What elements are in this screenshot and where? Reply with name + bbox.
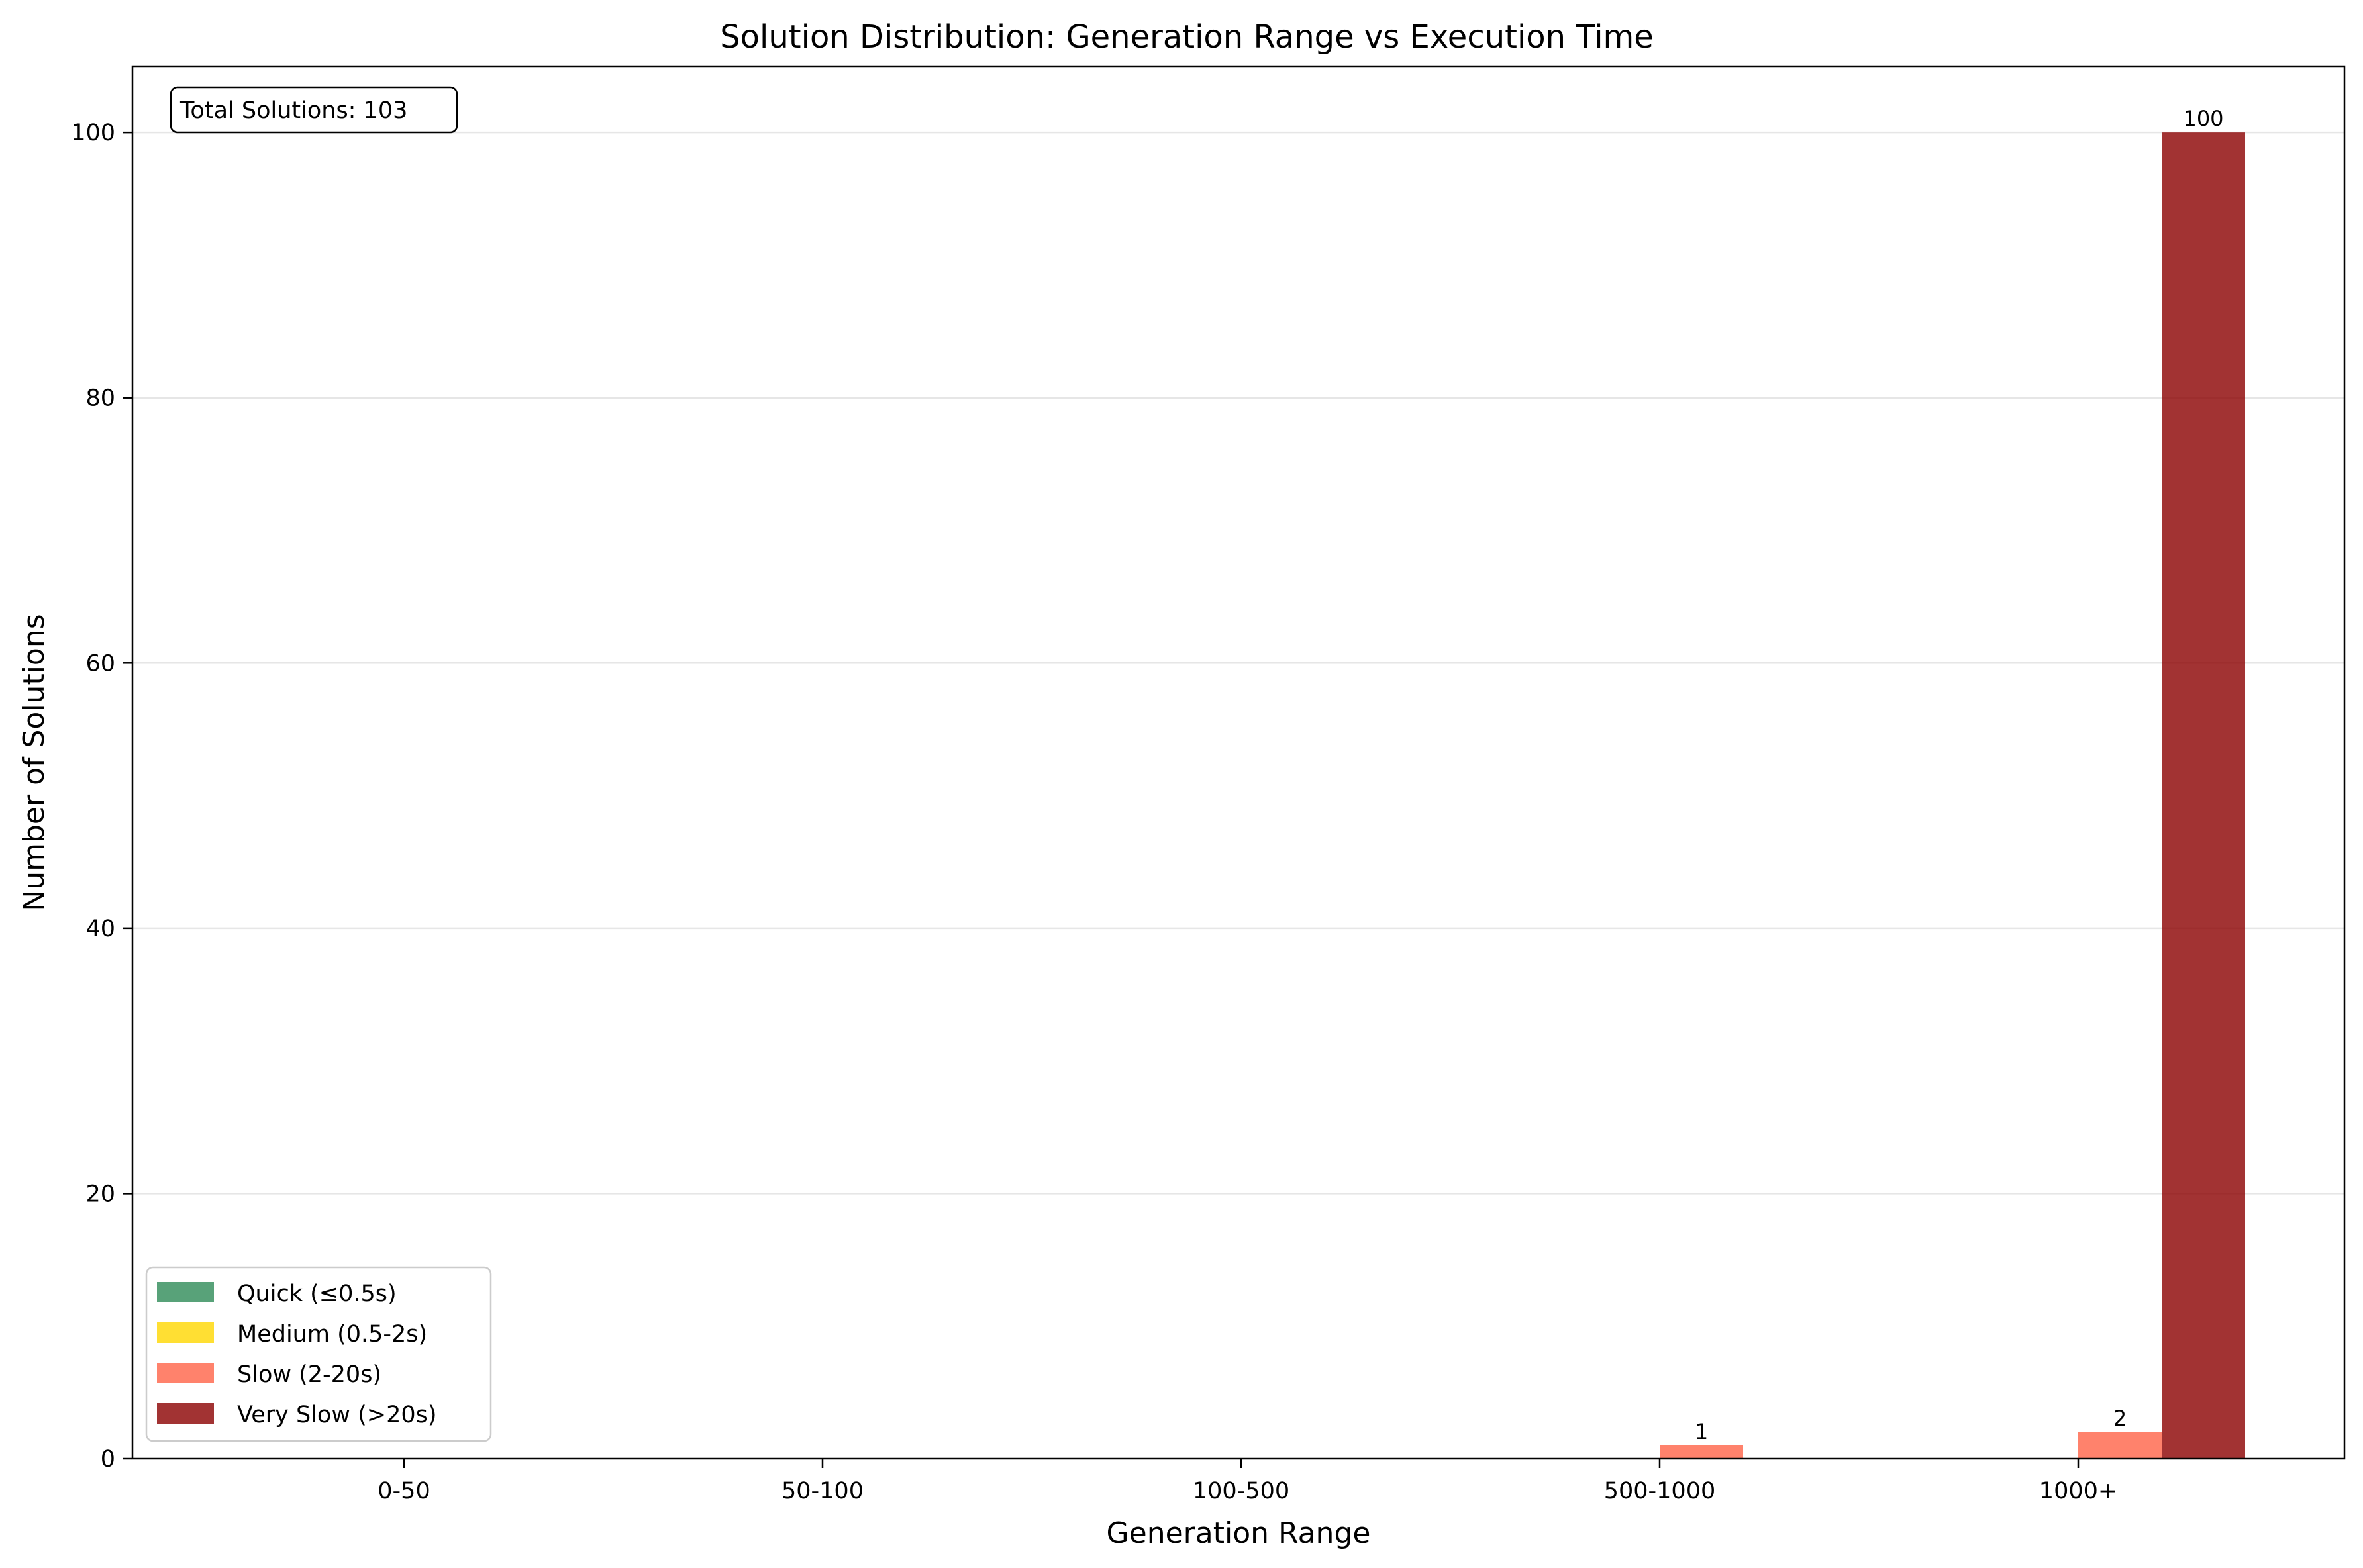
legend-swatch xyxy=(157,1282,214,1302)
legend-label: Medium (0.5-2s) xyxy=(237,1321,427,1348)
bar xyxy=(2162,132,2245,1459)
annotation-text: Total Solutions: 103 xyxy=(179,97,407,124)
bar xyxy=(1660,1445,1743,1459)
bar xyxy=(2078,1432,2162,1459)
x-axis-ticks: 0-50 50-100 100-500 500-1000 1000+ xyxy=(377,1459,2117,1504)
x-tick-label: 100-500 xyxy=(1193,1478,1289,1504)
x-axis-label: Generation Range xyxy=(1107,1516,1371,1550)
x-tick-label: 50-100 xyxy=(781,1478,864,1504)
y-tick-label: 0 xyxy=(101,1446,115,1473)
legend-swatch xyxy=(157,1403,214,1424)
bars xyxy=(1660,132,2245,1459)
y-axis-ticks: 0 20 40 60 80 100 xyxy=(71,120,132,1473)
x-tick-label: 0-50 xyxy=(377,1478,430,1504)
y-axis-label: Number of Solutions xyxy=(17,614,51,911)
bar-value-label: 1 xyxy=(1695,1419,1708,1444)
legend: Quick (≤0.5s) Medium (0.5-2s) Slow (2-20s)… xyxy=(145,1266,492,1442)
bar-labels: 1 2 100 xyxy=(1695,106,2224,1444)
y-tick-label: 60 xyxy=(85,650,115,677)
legend-label: Very Slow (>20s) xyxy=(237,1402,437,1428)
annotation-box xyxy=(170,86,458,134)
y-tick-label: 20 xyxy=(85,1181,115,1207)
bar-value-label: 100 xyxy=(2183,106,2223,131)
gridlines xyxy=(132,131,2344,1195)
y-tick-label: 80 xyxy=(85,385,115,412)
plot-area-frame xyxy=(131,65,2346,1460)
legend-label: Quick (≤0.5s) xyxy=(237,1281,397,1307)
legend-swatch xyxy=(157,1363,214,1383)
legend-label: Slow (2-20s) xyxy=(237,1361,381,1388)
y-tick-label: 40 xyxy=(85,916,115,942)
chart-title: Solution Distribution: Generation Range … xyxy=(720,19,1654,56)
bar-value-label: 2 xyxy=(2113,1406,2127,1431)
y-tick-label: 100 xyxy=(71,120,115,146)
legend-box xyxy=(145,1266,492,1442)
x-tick-label: 1000+ xyxy=(2039,1478,2117,1504)
legend-swatch xyxy=(157,1322,214,1343)
x-tick-label: 500-1000 xyxy=(1604,1478,1716,1504)
total-solutions-annotation: Total Solutions: 103 xyxy=(170,86,458,134)
